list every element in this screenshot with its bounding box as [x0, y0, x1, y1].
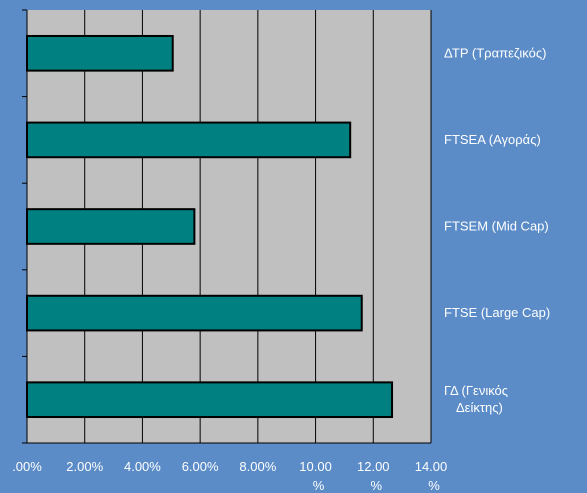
x-tick-sublabel: % [428, 478, 440, 493]
x-tick-label: 2.00% [66, 459, 103, 474]
category-label: ΓΔ (Γενικός [444, 383, 508, 398]
category-label: FTSEA (Αγοράς) [444, 132, 541, 147]
x-tick-label: 6.00% [182, 459, 219, 474]
bar [26, 121, 352, 159]
x-tick-sublabel: % [313, 478, 325, 493]
category-label: FTSEM (Mid Cap) [444, 219, 549, 234]
category-label: ΔΤΡ (Τραπεζικός) [444, 45, 546, 60]
bar [26, 381, 394, 419]
category-label: FTSE (Large Cap) [444, 305, 550, 320]
x-tick-label: 12.00 [357, 459, 390, 474]
x-tick-label: 8.00% [239, 459, 276, 474]
x-tick-label: 14.00 [415, 459, 448, 474]
bar [26, 208, 196, 245]
category-label: Δείκτης) [456, 400, 503, 415]
bar [26, 34, 174, 72]
x-tick-sublabel: % [371, 478, 383, 493]
x-tick-label: 10.00 [299, 459, 332, 474]
x-tick-label: 4.00% [124, 459, 161, 474]
x-tick-label: .00% [12, 459, 42, 474]
bar [26, 294, 363, 332]
